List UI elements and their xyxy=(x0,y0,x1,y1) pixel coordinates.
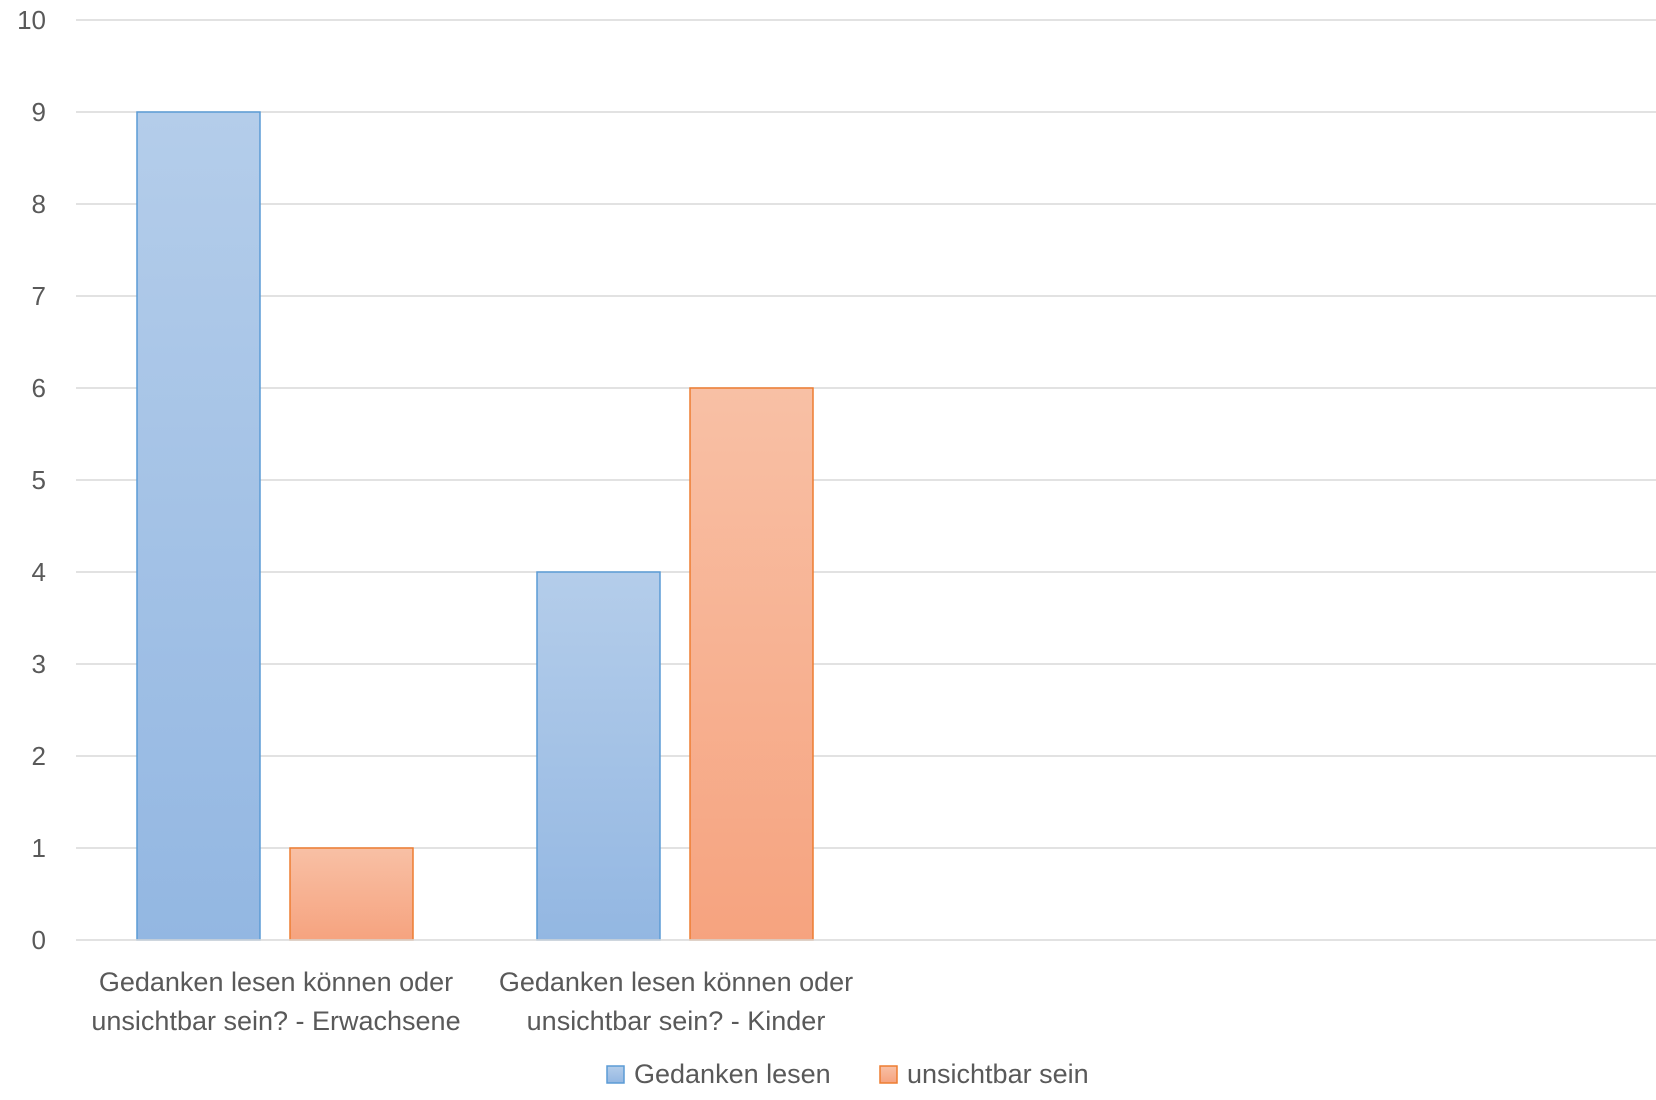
x-category-label: Gedanken lesen können oder xyxy=(499,967,853,997)
y-tick-label: 10 xyxy=(17,5,46,35)
x-category-label: unsichtbar sein? - Kinder xyxy=(527,1006,826,1036)
y-tick-label: 1 xyxy=(32,833,46,863)
y-tick-label: 6 xyxy=(32,373,46,403)
legend-swatch xyxy=(879,1065,898,1084)
legend-label: unsichtbar sein xyxy=(907,1059,1089,1089)
y-tick-label: 7 xyxy=(32,281,46,311)
x-category-label: Gedanken lesen können oder xyxy=(99,967,453,997)
legend: Gedanken lesen unsichtbar sein xyxy=(606,1059,1089,1089)
x-category-label: unsichtbar sein? - Erwachsene xyxy=(91,1006,460,1036)
gridlines xyxy=(76,19,1656,849)
bar xyxy=(689,387,814,941)
bar xyxy=(536,571,661,941)
legend-swatch xyxy=(606,1065,625,1084)
x-axis-category-labels: Gedanken lesen können oder unsichtbar sei… xyxy=(91,967,853,1036)
y-tick-label: 3 xyxy=(32,649,46,679)
y-tick-label: 4 xyxy=(32,557,46,587)
y-tick-label: 0 xyxy=(32,925,46,955)
y-tick-label: 2 xyxy=(32,741,46,771)
y-tick-label: 8 xyxy=(32,189,46,219)
y-tick-label: 9 xyxy=(32,97,46,127)
legend-label: Gedanken lesen xyxy=(634,1059,831,1089)
bars xyxy=(136,111,814,941)
y-axis-tick-labels: 0 1 2 3 4 5 6 7 8 9 10 xyxy=(17,5,46,955)
bar xyxy=(136,111,261,941)
bar xyxy=(289,847,414,941)
y-tick-label: 5 xyxy=(32,465,46,495)
